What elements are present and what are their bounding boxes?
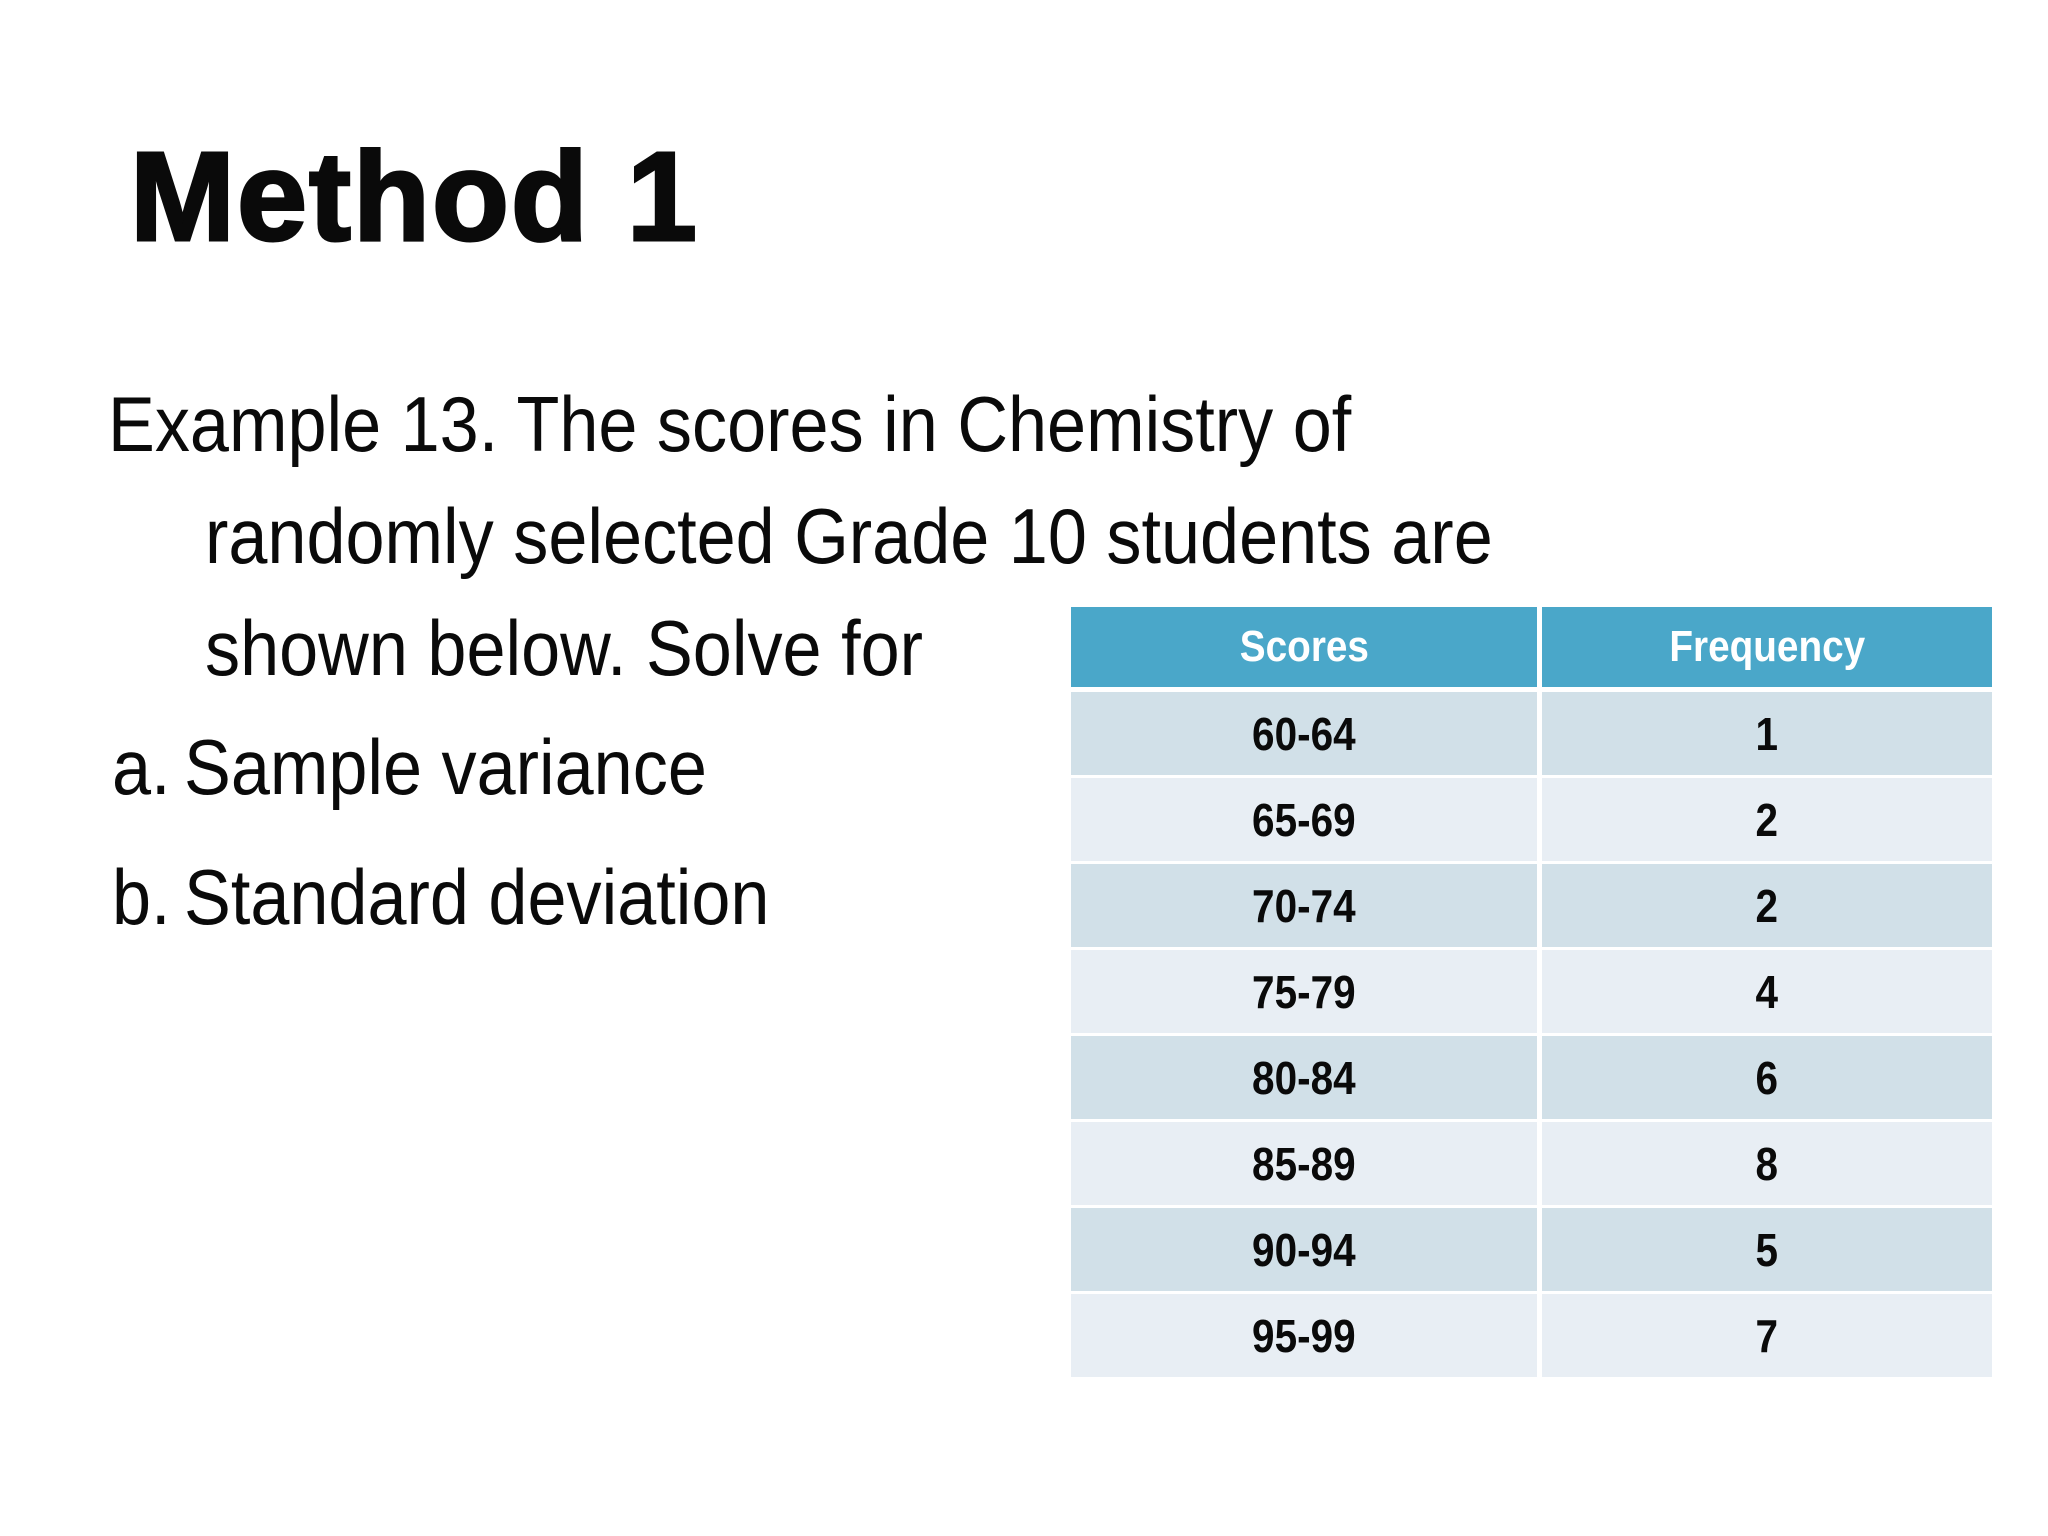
paragraph-line: randomly selected Grade 10 students are xyxy=(205,480,1636,592)
solve-for-list: a. Sample variance b. Standard deviation xyxy=(112,722,834,982)
table-row: 90-94 5 xyxy=(1071,1208,1992,1291)
frequency-cell: 2 xyxy=(1542,778,1992,861)
list-item-b: b. Standard deviation xyxy=(112,852,834,941)
frequency-cell: 1 xyxy=(1542,692,1992,775)
list-marker: b. xyxy=(112,853,171,941)
frequency-table: Scores Frequency 60-64 1 65-69 2 70-74 2… xyxy=(1071,607,1992,1380)
paragraph-line-text: randomly selected Grade 10 students are xyxy=(205,492,1493,580)
table-header-row: Scores Frequency xyxy=(1071,607,1992,687)
frequency-cell: 6 xyxy=(1542,1036,1992,1119)
paragraph-line: Example 13. The scores in Chemistry of xyxy=(108,368,1636,480)
table-row: 80-84 6 xyxy=(1071,1036,1992,1119)
score-cell: 85-89 xyxy=(1071,1122,1537,1205)
frequency-cell: 4 xyxy=(1542,950,1992,1033)
table-row: 65-69 2 xyxy=(1071,778,1992,861)
paragraph-line-text: shown below. Solve for xyxy=(205,604,924,692)
slide-title: Method 1 xyxy=(129,126,699,267)
frequency-cell: 8 xyxy=(1542,1122,1992,1205)
frequency-cell: 5 xyxy=(1542,1208,1992,1291)
score-cell: 90-94 xyxy=(1071,1208,1537,1291)
score-cell: 60-64 xyxy=(1071,692,1537,775)
list-item-a: a. Sample variance xyxy=(112,722,834,811)
table-header-frequency: Frequency xyxy=(1542,607,1992,687)
list-marker: a. xyxy=(112,723,171,811)
frequency-cell: 2 xyxy=(1542,864,1992,947)
table-row: 95-99 7 xyxy=(1071,1294,1992,1377)
paragraph-line: shown below. Solve for xyxy=(205,592,1636,704)
score-cell: 80-84 xyxy=(1071,1036,1537,1119)
table-row: 70-74 2 xyxy=(1071,864,1992,947)
paragraph-line-text: Example 13. The scores in Chemistry of xyxy=(108,380,1352,468)
example-paragraph: Example 13. The scores in Chemistry of r… xyxy=(108,368,1636,704)
table-row: 85-89 8 xyxy=(1071,1122,1992,1205)
score-cell: 70-74 xyxy=(1071,864,1537,947)
score-cell: 95-99 xyxy=(1071,1294,1537,1377)
list-item-text: Sample variance xyxy=(184,723,707,811)
score-cell: 75-79 xyxy=(1071,950,1537,1033)
list-item-text: Standard deviation xyxy=(184,853,770,941)
score-cell: 65-69 xyxy=(1071,778,1537,861)
table-row: 60-64 1 xyxy=(1071,692,1992,775)
table-header-scores: Scores xyxy=(1071,607,1537,687)
frequency-cell: 7 xyxy=(1542,1294,1992,1377)
table-row: 75-79 4 xyxy=(1071,950,1992,1033)
